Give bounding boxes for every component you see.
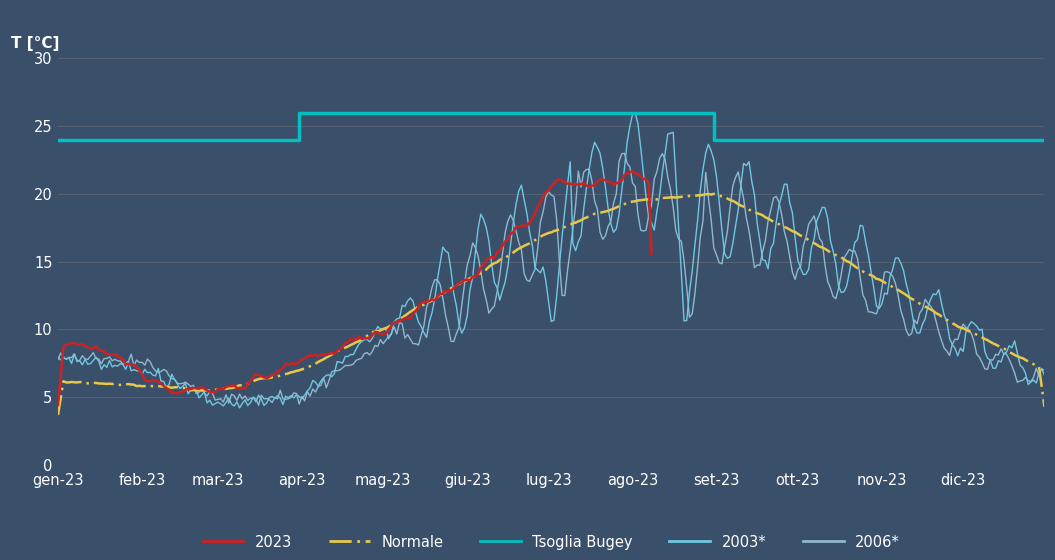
Legend: 2023, Normale, Tsoglia Bugey, 2003*, 2006*: 2023, Normale, Tsoglia Bugey, 2003*, 200… <box>196 529 906 556</box>
Text: T [°C]: T [°C] <box>11 36 59 52</box>
